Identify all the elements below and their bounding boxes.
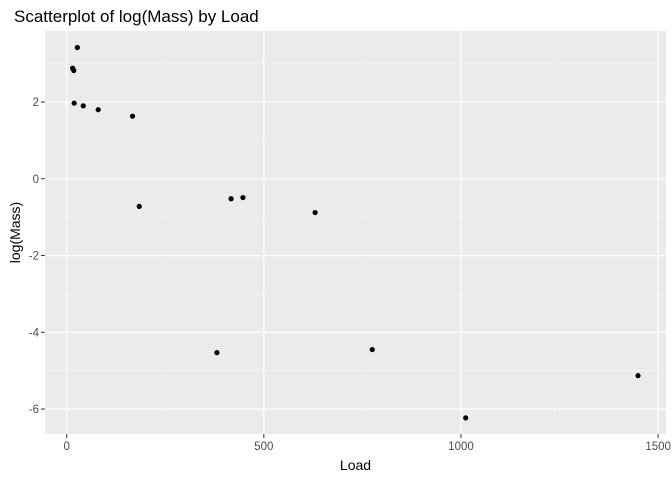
x-tick-label: 0 [63, 441, 69, 453]
data-point [369, 346, 375, 353]
minor-gridlines [45, 31, 666, 434]
y-tick-label: -6 [29, 404, 39, 416]
data-point [463, 415, 469, 421]
data-point [71, 100, 77, 106]
y-tick-label: -4 [29, 327, 40, 339]
y-tick-label: -2 [29, 251, 39, 263]
x-tick-label: 500 [254, 441, 273, 453]
data-point [312, 209, 318, 216]
data-point [71, 67, 77, 74]
data-point [80, 103, 86, 109]
y-axis-title: log(Mass) [7, 202, 23, 263]
data-points [70, 44, 641, 421]
data-point [228, 196, 234, 202]
y-tick-label: 0 [33, 174, 39, 186]
data-point [635, 373, 641, 379]
x-axis-title: Load [340, 457, 371, 473]
y-axis: -6 -4 -2 0 2 [29, 97, 45, 416]
y-tick-label: 2 [33, 97, 39, 109]
data-point [129, 113, 136, 119]
data-point [240, 194, 246, 201]
data-point [74, 44, 80, 51]
x-tick-label: 1500 [645, 441, 671, 453]
data-point [95, 107, 101, 113]
x-axis: 0 500 1000 1500 [63, 434, 671, 453]
major-gridlines [45, 31, 666, 434]
data-point [136, 203, 142, 210]
chart-title: Scatterplot of log(Mass) by Load [14, 7, 259, 26]
plot-panel [45, 31, 666, 434]
x-tick-label: 1000 [448, 441, 474, 453]
data-point [214, 350, 220, 356]
